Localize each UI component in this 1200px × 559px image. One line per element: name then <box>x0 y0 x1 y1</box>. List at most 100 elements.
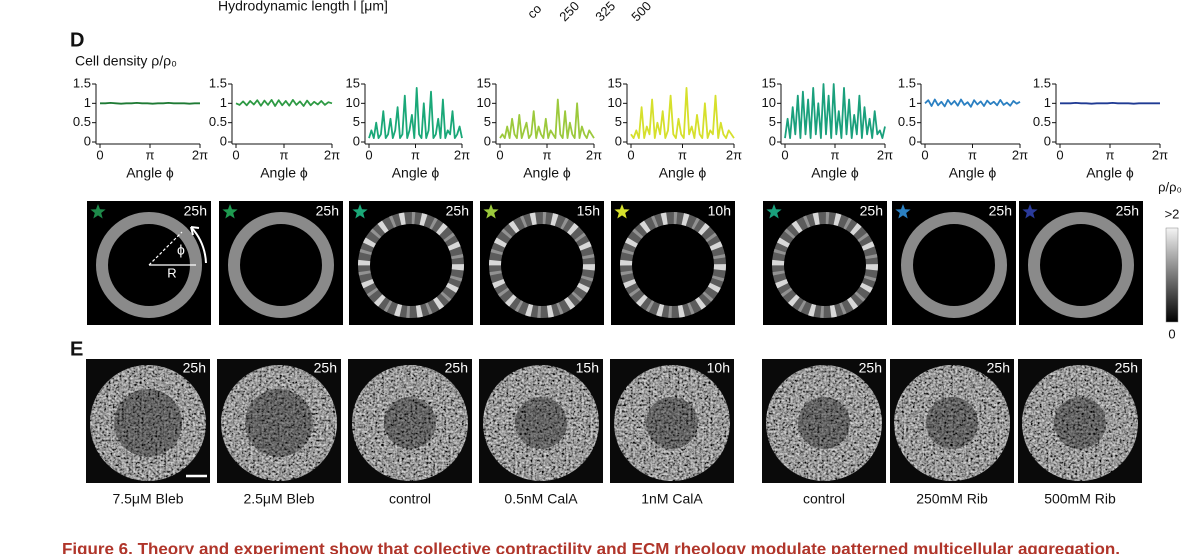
inner-shade <box>798 397 850 449</box>
x-tick-label: 0 <box>496 147 503 162</box>
cropped-tick: 325 <box>592 0 618 24</box>
data-line <box>499 98 595 140</box>
star-icon <box>483 204 499 219</box>
x-tick-label: π <box>280 147 289 162</box>
cropped-tick: 250 <box>556 0 582 24</box>
y-tick-label: 1 <box>220 95 227 110</box>
cell-texture <box>894 365 1010 481</box>
condition-label: 250mM Rib <box>916 491 988 507</box>
y-tick-label: 10 <box>608 95 622 110</box>
condition-label: 0.5nM CalA <box>504 491 578 507</box>
cropped-tick: 500 <box>628 0 654 24</box>
data-line <box>368 87 463 140</box>
y-tick-label: 5 <box>769 114 776 129</box>
x-axis-label: Angle ϕ <box>126 165 174 181</box>
y-tick-label: 10 <box>477 95 491 110</box>
radius-symbol: R <box>167 265 176 280</box>
ring-stripes <box>489 212 595 318</box>
x-tick-label: 2π <box>586 147 602 162</box>
x-tick-label: 2π <box>454 147 470 162</box>
colorbar <box>1165 227 1179 323</box>
inner-shade <box>384 397 436 449</box>
inner-shade <box>245 389 313 457</box>
time-label: 15h <box>577 203 600 219</box>
x-axis-label: Angle ϕ <box>392 165 440 181</box>
y-tick-label: 1 <box>1044 95 1051 110</box>
y-tick-label: 1.5 <box>73 75 91 90</box>
star-icon <box>766 204 782 219</box>
condition-label: 2.5μM Bleb <box>243 491 314 507</box>
x-tick-label: 0 <box>232 147 239 162</box>
x-tick-label: π <box>146 147 155 162</box>
x-axis-label: Angle ϕ <box>659 165 707 181</box>
header-axis-label: Hydrodynamic length l [μm] <box>218 0 388 14</box>
y-tick-label: 0.5 <box>1033 114 1051 129</box>
y-tick-label: 5 <box>353 114 360 129</box>
y-tick-label: 0 <box>1044 133 1051 148</box>
arrow-head <box>190 226 200 236</box>
y-tick-label: 0 <box>615 133 622 148</box>
inner-shade <box>926 397 978 449</box>
time-label: 25h <box>183 360 206 376</box>
y-tick-label: 0.5 <box>73 114 91 129</box>
star-icon <box>614 204 630 219</box>
star-icon <box>1022 204 1038 219</box>
y-tick-label: 10 <box>762 95 776 110</box>
angle-symbol: ϕ <box>177 242 185 258</box>
x-tick-label: π <box>411 147 420 162</box>
inner-shade <box>1054 397 1106 449</box>
condition-label: 500mM Rib <box>1044 491 1116 507</box>
condition-label: control <box>803 491 845 507</box>
x-tick-label: 2π <box>1012 147 1028 162</box>
cell-texture <box>90 365 206 481</box>
colorbar-min: 0 <box>1168 326 1175 341</box>
star-icon <box>895 204 911 219</box>
colorbar-title: ρ/ρ₀ <box>1158 179 1182 194</box>
y-tick-label: 1.5 <box>898 75 916 90</box>
time-label: 15h <box>576 360 599 376</box>
time-label: 25h <box>859 360 882 376</box>
y-tick-label: 0 <box>84 133 91 148</box>
colorbar-max: >2 <box>1165 206 1180 221</box>
y-tick-label: 15 <box>608 75 622 90</box>
star-icon <box>90 204 106 219</box>
cell-texture <box>352 365 468 481</box>
y-tick-label: 1.5 <box>209 75 227 90</box>
time-label: 25h <box>316 203 339 219</box>
time-label: 25h <box>1115 360 1138 376</box>
x-tick-label: 0 <box>921 147 928 162</box>
x-tick-label: π <box>968 147 977 162</box>
time-label: 25h <box>989 203 1012 219</box>
x-axis-label: Angle ϕ <box>811 165 859 181</box>
time-label: 25h <box>860 203 883 219</box>
time-label: 10h <box>707 360 730 376</box>
data-line <box>630 87 735 140</box>
x-tick-label: 2π <box>324 147 340 162</box>
star-icon <box>352 204 368 219</box>
inner-shade <box>114 389 182 457</box>
cropped-tick: co <box>524 1 544 21</box>
x-tick-label: 0 <box>96 147 103 162</box>
cell-texture <box>1022 365 1138 481</box>
ring-stripes <box>772 212 878 318</box>
panel-label: E <box>70 338 83 360</box>
y-tick-label: 5 <box>615 114 622 129</box>
y-tick-label: 0 <box>909 133 916 148</box>
y-tick-label: 10 <box>346 95 360 110</box>
ring <box>228 212 334 318</box>
x-tick-label: π <box>831 147 840 162</box>
star-icon <box>222 204 238 219</box>
data-line <box>784 83 886 140</box>
x-tick-label: 0 <box>365 147 372 162</box>
y-tick-label: 15 <box>477 75 491 90</box>
x-axis-label: Angle ϕ <box>949 165 997 181</box>
x-tick-label: 0 <box>627 147 634 162</box>
y-axis-label: Cell density ρ/ρ₀ <box>75 53 177 69</box>
cell-texture <box>483 365 599 481</box>
condition-label: control <box>389 491 431 507</box>
x-tick-label: 0 <box>781 147 788 162</box>
x-axis-label: Angle ϕ <box>260 165 308 181</box>
time-label: 25h <box>446 203 469 219</box>
inner-shade <box>515 397 567 449</box>
